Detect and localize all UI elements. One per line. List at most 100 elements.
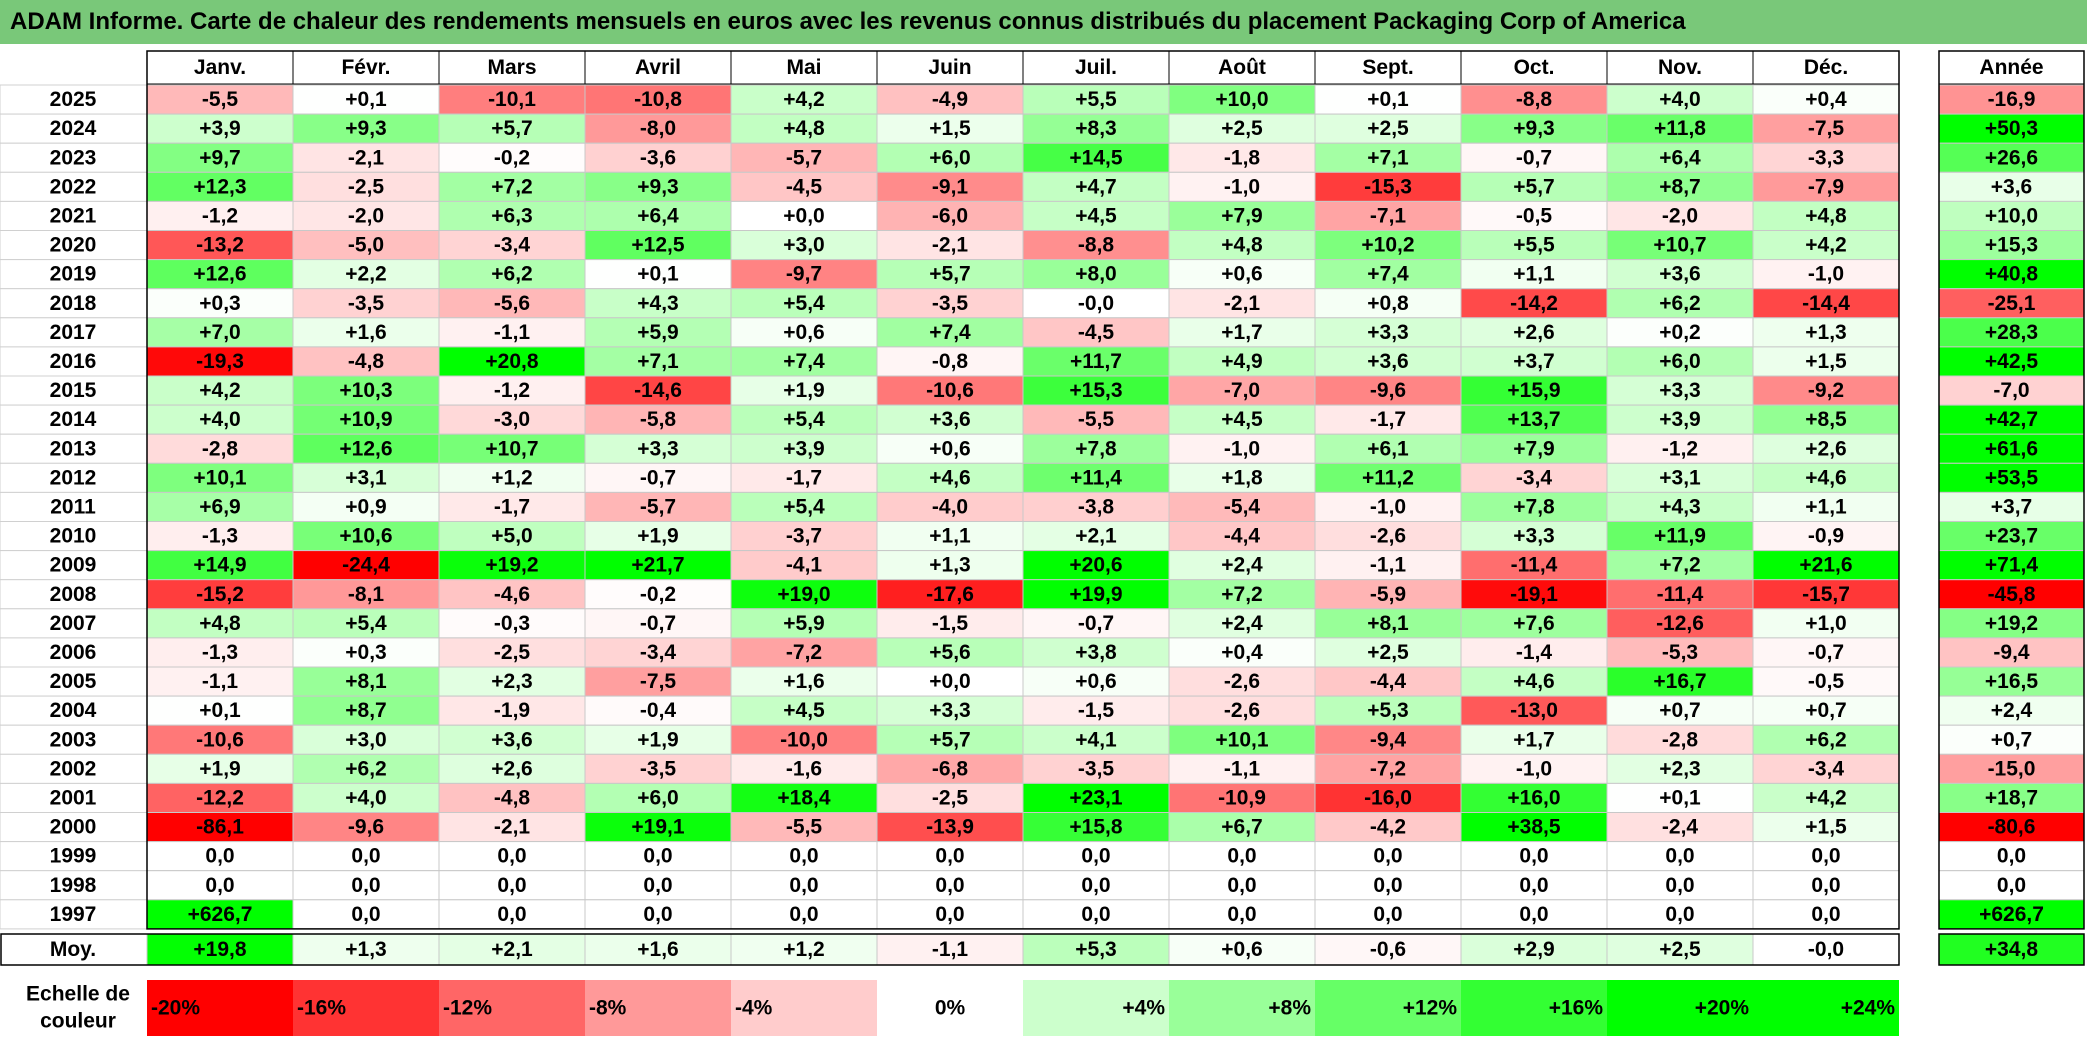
heatmap-cell-value: -1,1 bbox=[202, 670, 239, 693]
heatmap-cell bbox=[1168, 259, 1316, 290]
heatmap-cell-value: +0,4 bbox=[1805, 88, 1847, 111]
color-scale-swatch bbox=[439, 980, 585, 1036]
year-label: 2025 bbox=[50, 88, 97, 111]
year-label: 2012 bbox=[50, 466, 97, 489]
heatmap-cell-value: -7,1 bbox=[1370, 204, 1407, 227]
heatmap-cell-value: +4,8 bbox=[199, 612, 241, 635]
heatmap-cell bbox=[730, 230, 878, 261]
heatmap-cell-value: -4,5 bbox=[786, 175, 823, 198]
heatmap-cell-value: +5,9 bbox=[637, 321, 678, 344]
annual-cell-value: +42,7 bbox=[1985, 408, 2038, 431]
heatmap-cell bbox=[146, 259, 294, 290]
year-label-cell bbox=[0, 579, 148, 610]
heatmap-cell-value: -15,3 bbox=[1364, 175, 1412, 198]
heatmap-cell-value: -2,8 bbox=[202, 437, 239, 460]
heatmap-cell bbox=[1752, 200, 1900, 231]
heatmap-cell-value: -8,0 bbox=[640, 117, 676, 140]
heatmap-cell-value: +3,9 bbox=[1659, 408, 1700, 431]
heatmap-cell-value: +4,2 bbox=[1805, 786, 1846, 809]
year-label-cell bbox=[0, 753, 148, 784]
heatmap-cell bbox=[146, 608, 294, 639]
heatmap-cell-value: -7,5 bbox=[640, 670, 677, 693]
heatmap-cell bbox=[584, 812, 732, 843]
heatmap-cell-value: +7,0 bbox=[199, 321, 240, 344]
heatmap-cell bbox=[876, 666, 1024, 697]
average-cell-value: +2,9 bbox=[1513, 938, 1554, 961]
heatmap-cell-value: -3,5 bbox=[348, 292, 385, 315]
year-label: 1999 bbox=[50, 845, 97, 868]
annual-cell-value: -9,4 bbox=[1993, 641, 2030, 664]
annual-cell-value: -7,0 bbox=[1993, 379, 2029, 402]
heatmap-cell-value: -4,0 bbox=[932, 495, 968, 518]
month-header-cell bbox=[1606, 50, 1754, 85]
heatmap-cell-value: -7,0 bbox=[1224, 379, 1260, 402]
annual-cell bbox=[1938, 579, 2085, 610]
heatmap-cell bbox=[1606, 782, 1754, 814]
heatmap-cell-value: +6,0 bbox=[1659, 350, 1700, 373]
heatmap-cell bbox=[146, 200, 294, 231]
year-label: 2014 bbox=[50, 408, 97, 431]
heatmap-cell-value: -0,9 bbox=[1808, 525, 1844, 548]
month-header-cell bbox=[876, 50, 1024, 85]
heatmap-cell-value: -0,7 bbox=[640, 466, 676, 489]
heatmap-cell-value: -10,9 bbox=[1218, 786, 1266, 809]
heatmap-cell bbox=[1168, 608, 1316, 639]
heatmap-cell bbox=[730, 782, 878, 814]
heatmap-cell bbox=[1314, 550, 1462, 581]
heatmap-cell-value: +12,6 bbox=[193, 263, 246, 286]
heatmap-cell bbox=[730, 579, 878, 610]
heatmap-cell-value: +14,9 bbox=[193, 554, 246, 577]
heatmap-cell-value: -8,1 bbox=[348, 583, 385, 606]
annual-cell-value: -15,0 bbox=[1988, 757, 2036, 780]
heatmap-cell-value: +1,9 bbox=[637, 728, 678, 751]
annual-cell bbox=[1938, 230, 2085, 261]
heatmap-cell-value: +10,3 bbox=[339, 379, 392, 402]
heatmap-cell-value: 0,0 bbox=[1519, 874, 1548, 897]
annual-header-cell bbox=[1938, 50, 2085, 85]
heatmap-cell-value: +2,5 bbox=[1221, 117, 1263, 140]
heatmap-cell-value: -12,2 bbox=[196, 786, 244, 809]
heatmap-cell-value: +0,4 bbox=[1221, 641, 1263, 664]
color-scale-stop-label: -16% bbox=[297, 997, 346, 1020]
average-cell bbox=[876, 933, 1024, 966]
heatmap-cell-value: -2,5 bbox=[494, 641, 531, 664]
heatmap-cell bbox=[438, 521, 586, 552]
heatmap-cell bbox=[1314, 812, 1462, 843]
heatmap-cell-value: +14,5 bbox=[1069, 146, 1122, 169]
heatmap-cell-value: +8,7 bbox=[1659, 175, 1700, 198]
heatmap-cell-value: -3,5 bbox=[640, 757, 677, 780]
average-cell bbox=[438, 933, 586, 966]
heatmap-cell-value: 0,0 bbox=[1665, 874, 1694, 897]
color-scale-swatch bbox=[585, 980, 731, 1036]
heatmap-cell bbox=[1606, 666, 1754, 697]
month-header-label: Févr. bbox=[341, 56, 390, 79]
heatmap-cell-value: +6,2 bbox=[1805, 728, 1846, 751]
year-label-cell bbox=[0, 230, 148, 261]
heatmap-cell-value: 0,0 bbox=[1811, 845, 1840, 868]
heatmap-cell bbox=[1752, 404, 1900, 435]
heatmap-cell-value: +20,8 bbox=[485, 350, 538, 373]
heatmap-cell-value: +8,3 bbox=[1075, 117, 1116, 140]
month-header-cell bbox=[146, 50, 294, 85]
heatmap-cell-value: +10,0 bbox=[1215, 88, 1268, 111]
heatmap-cell bbox=[438, 753, 586, 784]
year-label: 2021 bbox=[50, 204, 97, 227]
heatmap-cell bbox=[876, 171, 1024, 202]
heatmap-cell-value: -4,6 bbox=[494, 583, 530, 606]
heatmap-cell bbox=[1460, 753, 1608, 784]
annual-cell-value: +2,4 bbox=[1991, 699, 2033, 722]
heatmap-cell-value: +5,9 bbox=[783, 612, 824, 635]
heatmap-cell bbox=[1606, 200, 1754, 231]
heatmap-cell-value: -10,6 bbox=[926, 379, 974, 402]
heatmap-cell bbox=[730, 171, 878, 202]
heatmap-cell bbox=[1314, 259, 1462, 290]
color-scale-stop-label: 0% bbox=[935, 997, 966, 1020]
heatmap-cell-value: +0,6 bbox=[929, 437, 970, 460]
heatmap-cell-value: -3,4 bbox=[1808, 757, 1845, 780]
heatmap-cell-value: -2,5 bbox=[932, 786, 969, 809]
heatmap-cell bbox=[584, 579, 732, 610]
heatmap-cell-value: +4,5 bbox=[783, 699, 825, 722]
year-label: 2000 bbox=[50, 816, 97, 839]
heatmap-cell bbox=[1022, 113, 1170, 144]
year-label: 2009 bbox=[50, 554, 97, 577]
